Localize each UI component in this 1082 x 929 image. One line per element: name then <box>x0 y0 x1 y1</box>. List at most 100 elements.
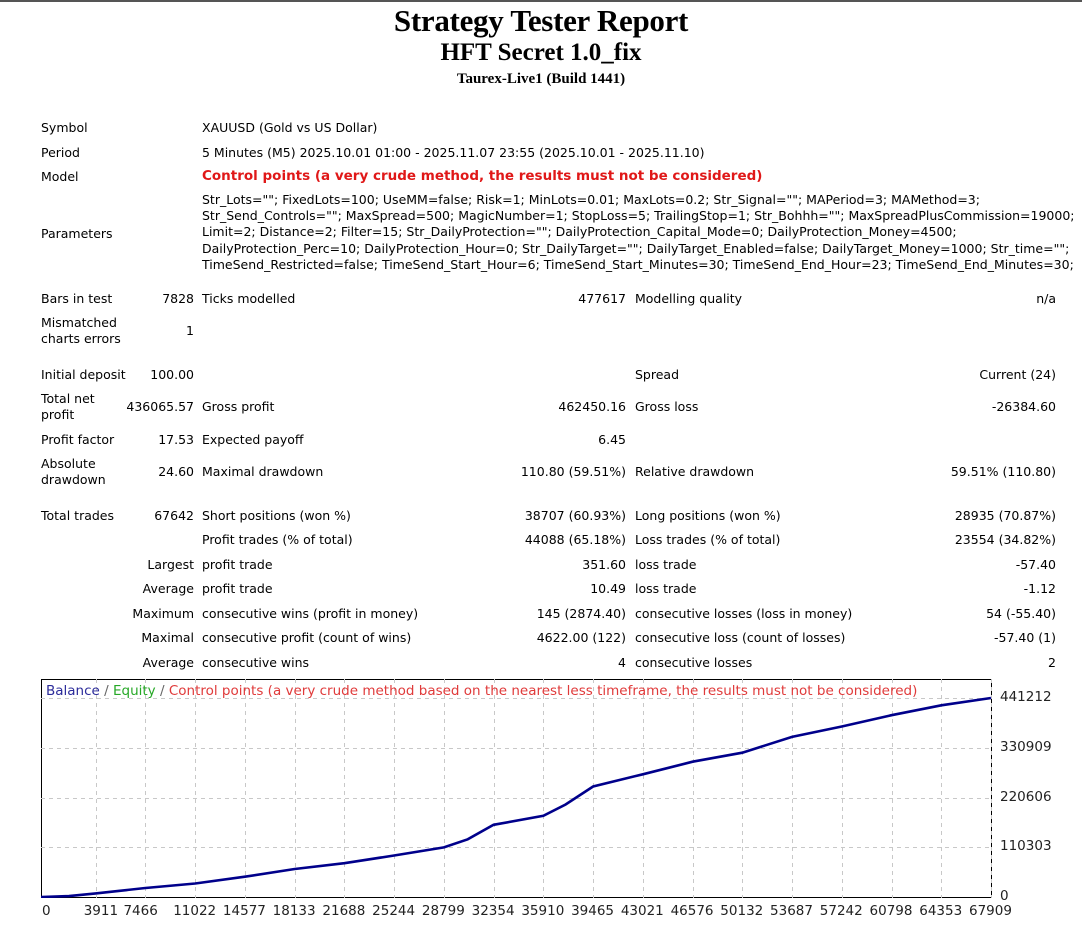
grossprofit-value: 462450.16 <box>558 399 626 414</box>
x-tick-label: 32354 <box>471 903 515 919</box>
reldd-label: Relative drawdown <box>635 464 755 479</box>
row-prefix: Average <box>142 581 194 596</box>
parameters-value: Str_Lots=""; FixedLots=100; UseMM=false;… <box>202 192 1075 273</box>
symbol-value: XAUUSD (Gold vs US Dollar) <box>202 120 378 135</box>
grossloss-label: Gross loss <box>635 399 699 414</box>
x-tick-label: 57242 <box>819 903 863 919</box>
bars-label: Bars in test <box>41 291 113 306</box>
row-left-label: consecutive profit (count of wins) <box>202 630 412 645</box>
absdd-value: 24.60 <box>158 464 194 479</box>
row-left-label: consecutive wins <box>202 655 310 670</box>
server-build: Taurex-Live1 (Build 1441) <box>456 71 626 87</box>
spread-label: Spread <box>635 367 680 382</box>
trades-value: 67642 <box>154 508 194 523</box>
row-left-value: 10.49 <box>590 581 626 596</box>
symbol-label: Symbol <box>41 120 88 135</box>
row-prefix: Average <box>142 655 194 670</box>
parameters-line: Str_Lots=""; FixedLots=100; UseMM=false;… <box>202 192 980 207</box>
report-title: Strategy Tester Report <box>393 3 689 38</box>
expert-name: HFT Secret 1.0_fix <box>440 39 642 66</box>
x-tick-label: 21688 <box>322 903 366 919</box>
netprofit-label: Total net <box>41 391 95 406</box>
y-tick-label: 220606 <box>1000 788 1052 805</box>
mismatch-value: 1 <box>186 323 194 338</box>
row-prefix: Largest <box>147 557 194 572</box>
y-tick-label: 0 <box>1000 888 1009 904</box>
balance-line <box>41 696 992 898</box>
parameters-line: Str_Send_Controls=""; MaxSpread=500; Mag… <box>202 208 1075 224</box>
x-tick-label: 28799 <box>421 903 465 919</box>
absdd-label: Absolute <box>41 456 96 471</box>
parameters-line: TimeSend_Restricted=false; TimeSend_Star… <box>202 256 1074 272</box>
ticks-value: 477617 <box>578 291 626 306</box>
netprofit-value: 436065.57 <box>126 399 194 414</box>
x-tick-label: 11022 <box>173 903 217 919</box>
row-left-value: 4 <box>618 655 626 670</box>
legend-separator: / <box>155 683 169 699</box>
x-tick-label: 18133 <box>272 903 316 919</box>
absdd-label-2: drawdown <box>41 472 106 487</box>
y-tick-label: 441212 <box>1000 689 1052 705</box>
row-left-value: 4622.00 (122) <box>536 630 626 645</box>
ticks-label: Ticks modelled <box>202 291 296 306</box>
row-left-value: 145 (2874.40) <box>536 606 626 621</box>
row-right-value: -1.12 <box>1023 581 1056 596</box>
short-label: Short positions (won %) <box>202 508 351 523</box>
x-tick-label: 39465 <box>571 903 615 919</box>
payoff-label: Expected payoff <box>202 432 304 447</box>
row-right-label: consecutive loss (count of losses) <box>635 630 846 645</box>
x-tick-label: 67909 <box>969 903 1012 919</box>
balance-chart <box>41 679 992 898</box>
x-tick-label: 25244 <box>372 903 416 919</box>
x-tick-label: 14577 <box>222 903 266 919</box>
long-label: Long positions (won %) <box>635 508 781 523</box>
legend-control-points: Control points (a very crude method base… <box>168 683 918 699</box>
pf-label: Profit factor <box>41 432 115 447</box>
y-tick-label: 330909 <box>1000 738 1052 755</box>
period-value: 5 Minutes (M5) 2025.10.01 01:00 - 2025.1… <box>202 145 705 160</box>
quality-label: Modelling quality <box>635 291 743 306</box>
long-value: 28935 (70.87%) <box>954 508 1056 523</box>
x-tick-label: 50132 <box>720 903 764 919</box>
row-left-value: 351.60 <box>582 557 626 572</box>
row-right-value: -57.40 (1) <box>994 630 1056 645</box>
chart-legend: Balance / Equity / Control points (a ver… <box>46 683 917 699</box>
maxdd-value: 110.80 (59.51%) <box>520 464 626 479</box>
deposit-label: Initial deposit <box>41 367 126 382</box>
parameters-label: Parameters <box>41 226 113 241</box>
trades-label: Total trades <box>41 508 115 523</box>
top-border <box>0 0 1082 2</box>
row-right-label: consecutive losses (loss in money) <box>635 606 853 621</box>
row-right-label: loss trade <box>635 557 697 572</box>
model-label: Model <box>41 169 79 184</box>
model-value: Control points (a very crude method, the… <box>202 168 763 184</box>
short-value: 38707 (60.93%) <box>524 508 626 523</box>
row-right-value: 2 <box>1048 655 1056 670</box>
x-tick-label: 53687 <box>770 903 813 919</box>
y-tick-label: 110303 <box>1000 838 1052 855</box>
row-right-label: loss trade <box>635 581 697 596</box>
mismatch-label: Mismatched <box>41 315 117 330</box>
legend-balance: Balance <box>46 683 100 699</box>
row-prefix: Maximum <box>132 606 194 621</box>
row-right-value: 54 (-55.40) <box>986 606 1056 621</box>
reldd-value: 59.51% (110.80) <box>950 464 1056 479</box>
quality-value: n/a <box>1036 291 1056 306</box>
parameters-line: DailyProtection_Perc=10; DailyProtection… <box>202 240 1070 256</box>
period-label: Period <box>41 145 80 160</box>
x-tick-label: 3911 <box>83 903 119 919</box>
pf-value: 17.53 <box>158 432 194 447</box>
row-left-label: profit trade <box>202 581 273 596</box>
x-tick-label: 64353 <box>919 903 963 919</box>
row-left-label: consecutive wins (profit in money) <box>202 606 419 621</box>
row-right-value: -57.40 <box>1015 557 1056 572</box>
maxdd-label: Maximal drawdown <box>202 464 324 479</box>
row-left-label: profit trade <box>202 557 273 572</box>
spread-value: Current (24) <box>979 367 1056 382</box>
x-tick-label: 0 <box>42 903 51 919</box>
x-tick-label: 43021 <box>620 903 664 919</box>
legend-equity: Equity <box>112 683 156 699</box>
profittrades-label: Profit trades (% of total) <box>202 532 353 547</box>
parameters-line: Limit=2; Distance=2; Filter=15; Str_Dail… <box>202 224 957 240</box>
x-tick-label: 46576 <box>670 903 714 919</box>
